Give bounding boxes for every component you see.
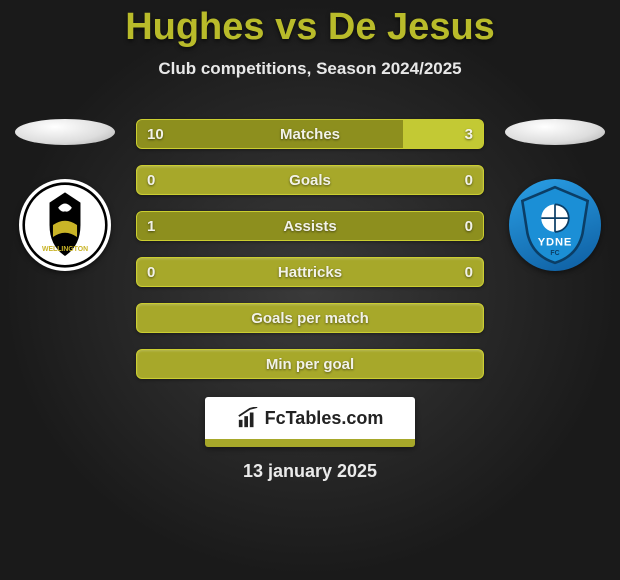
svg-text:YDNE: YDNE (538, 237, 572, 249)
player-silhouette-left (15, 119, 115, 145)
stat-bar-assists: 1 0 Assists (136, 211, 484, 241)
stat-bar-min-per-goal: Min per goal (136, 349, 484, 379)
stat-bar-matches: 10 3 Matches (136, 119, 484, 149)
right-player-column: YDNE FC (500, 119, 610, 271)
stat-bar-goals: 0 0 Goals (136, 165, 484, 195)
stat-label: Min per goal (137, 350, 483, 378)
chart-icon (237, 407, 259, 429)
stat-label: Goals per match (137, 304, 483, 332)
page-title: Hughes vs De Jesus (0, 6, 620, 49)
sydney-badge-icon: YDNE FC (512, 182, 598, 268)
stat-bar-hattricks: 0 0 Hattricks (136, 257, 484, 287)
stat-label: Goals (137, 166, 483, 194)
comparison-area: WELLINGTON 10 3 Matches 0 0 Goals 1 0 As… (0, 119, 620, 379)
subtitle: Club competitions, Season 2024/2025 (0, 59, 620, 79)
left-player-column: WELLINGTON (10, 119, 120, 271)
stat-bars: 10 3 Matches 0 0 Goals 1 0 Assists 0 0 H… (136, 119, 484, 379)
stat-label: Matches (137, 120, 483, 148)
stat-bar-goals-per-match: Goals per match (136, 303, 484, 333)
fctables-logo-text: FcTables.com (265, 408, 384, 429)
left-team-badge: WELLINGTON (19, 179, 111, 271)
right-team-badge: YDNE FC (509, 179, 601, 271)
date-text: 13 january 2025 (0, 461, 620, 482)
fctables-logo[interactable]: FcTables.com (205, 397, 415, 447)
wellington-badge-icon: WELLINGTON (22, 182, 108, 268)
svg-text:WELLINGTON: WELLINGTON (42, 246, 88, 253)
player-silhouette-right (505, 119, 605, 145)
stat-label: Hattricks (137, 258, 483, 286)
svg-text:FC: FC (550, 250, 559, 257)
stat-label: Assists (137, 212, 483, 240)
